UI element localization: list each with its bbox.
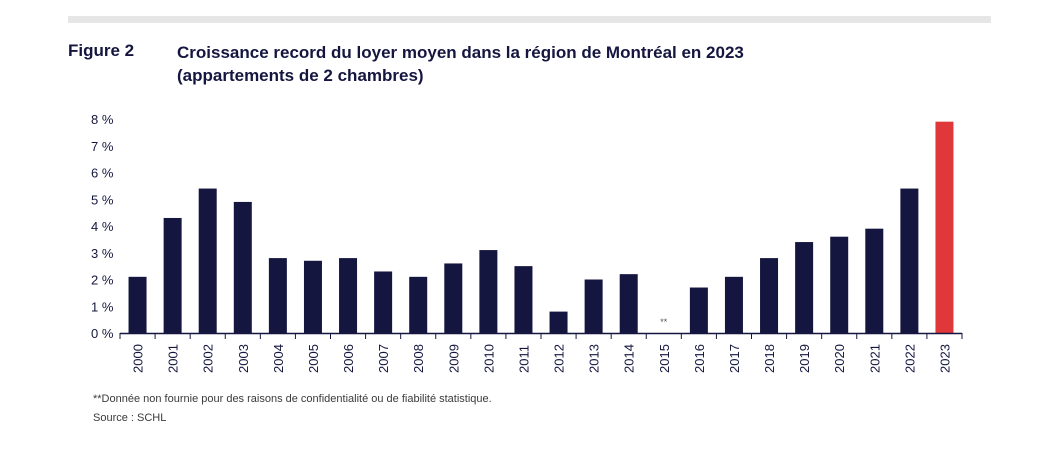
x-tick-label: 2023: [937, 344, 952, 373]
bar-2012: [549, 311, 568, 333]
y-tick-label: 0 %: [91, 326, 114, 341]
y-tick-label: 2 %: [91, 273, 114, 288]
bar-2004: [268, 258, 287, 333]
x-tick-label: 2010: [481, 344, 496, 373]
bar-2010: [479, 250, 498, 333]
x-tick-label: 2001: [166, 344, 181, 373]
x-axis-ticks: 2000 2001 2002 2003 2004 2005 2006 2007 2008 2009…: [119, 333, 963, 373]
x-tick-label: 2003: [236, 344, 251, 373]
x-tick-label: 2012: [552, 344, 567, 373]
x-tick-label: 2006: [341, 344, 356, 373]
bar-2007: [374, 271, 393, 333]
missing-markers: **: [660, 317, 668, 327]
x-tick-label: 2000: [131, 344, 146, 373]
bar-2022: [900, 188, 919, 333]
y-tick-label: 3 %: [91, 246, 114, 261]
top-rule: [68, 16, 991, 23]
bar-2023: [935, 121, 954, 333]
figure-title-line2: (appartements de 2 chambres): [177, 66, 424, 85]
x-tick-label: 2002: [201, 344, 216, 373]
y-axis-ticks: 0 % 1 % 2 % 3 % 4 % 5 % 6 % 7 % 8 %: [91, 112, 114, 341]
x-tick-label: 2007: [376, 344, 391, 373]
x-tick-label: 2022: [902, 344, 917, 373]
source-note: Source : SCHL: [93, 412, 167, 424]
footnote: **Donnée non fournie pour des raisons de…: [93, 393, 492, 405]
figure-label: Figure 2: [68, 41, 135, 60]
y-tick-label: 8 %: [91, 112, 114, 127]
bar-2014: [619, 274, 638, 333]
bar-2008: [409, 276, 428, 333]
x-tick-label: 2004: [271, 344, 286, 373]
bar-2000: [128, 276, 147, 333]
bar-2019: [795, 242, 814, 333]
bar-2005: [303, 260, 322, 333]
x-tick-label: 2018: [762, 344, 777, 373]
x-tick-label: 2014: [622, 344, 637, 373]
bar-2011: [514, 266, 533, 333]
y-tick-label: 6 %: [91, 166, 114, 181]
x-tick-label: 2017: [727, 344, 742, 373]
x-tick-label: 2013: [587, 344, 602, 373]
y-tick-label: 1 %: [91, 299, 114, 314]
x-tick-label: 2009: [446, 344, 461, 373]
bar-2016: [689, 287, 708, 333]
missing-data-marker: **: [660, 317, 668, 327]
y-tick-label: 7 %: [91, 139, 114, 154]
x-tick-label: 2016: [692, 344, 707, 373]
y-tick-label: 4 %: [91, 219, 114, 234]
bar-2006: [339, 258, 358, 333]
x-tick-label: 2021: [867, 344, 882, 373]
figure-title-line1: Croissance record du loyer moyen dans la…: [177, 43, 744, 62]
x-tick-label: 2015: [657, 344, 672, 373]
bar-2018: [760, 258, 779, 333]
bar-2003: [233, 201, 252, 333]
bar-2001: [163, 217, 182, 333]
x-tick-label: 2019: [797, 344, 812, 373]
bars: [128, 121, 954, 333]
bar-2020: [830, 236, 849, 333]
x-tick-label: 2008: [411, 344, 426, 373]
bar-2013: [584, 279, 603, 333]
bar-2021: [865, 228, 884, 333]
x-tick-label: 2011: [516, 345, 531, 373]
figure-title: Croissance record du loyer moyen dans la…: [177, 41, 937, 87]
bar-2017: [724, 276, 743, 333]
bar-2002: [198, 188, 217, 333]
x-tick-label: 2005: [306, 344, 321, 373]
bar-2009: [444, 263, 463, 333]
x-tick-label: 2020: [832, 344, 847, 373]
y-tick-label: 5 %: [91, 192, 114, 207]
